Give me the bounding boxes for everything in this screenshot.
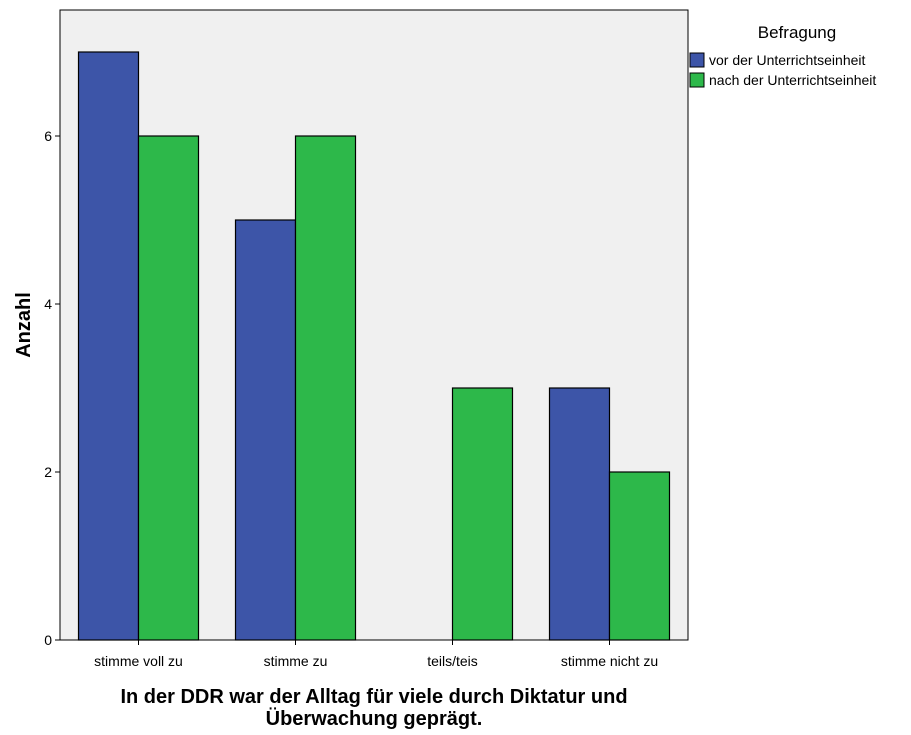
legend-label-nach: nach der Unterrichtseinheit: [709, 72, 876, 88]
legend-label-vor: vor der Unterrichtseinheit: [709, 52, 866, 68]
y-tick-label-3: 6: [44, 128, 52, 144]
y-tick-label-1: 2: [44, 464, 52, 480]
y-axis: 0 2 4 6: [44, 128, 60, 648]
bar-nach-3: [608, 471, 671, 641]
x-tick-label-2: teils/teis: [427, 653, 478, 669]
x-tick-label-3: stimme nicht zu: [561, 653, 658, 669]
bar-nach-1: [294, 135, 357, 641]
bar-nach-2: [451, 387, 514, 641]
x-tick-label-1: stimme zu: [264, 653, 328, 669]
legend: Befragung vor der Unterrichtseinheit nac…: [689, 23, 876, 88]
bar-vor-1: [234, 219, 297, 641]
legend-title: Befragung: [758, 23, 836, 42]
bar-vor-0: [77, 51, 140, 641]
bars-group: [77, 51, 671, 641]
x-tick-label-0: stimme voll zu: [94, 653, 183, 669]
x-axis: stimme voll zu stimme zu teils/teis stimme …: [94, 640, 658, 669]
bar-vor-3: [548, 387, 611, 641]
y-axis-title: Anzahl: [13, 292, 35, 358]
x-axis-title-line-2: Überwachung geprägt.: [266, 707, 483, 730]
x-axis-title-line-1: In der DDR war der Alltag für viele durc…: [120, 686, 627, 708]
legend-swatch-nach: [689, 72, 705, 88]
legend-swatch-vor: [689, 52, 705, 68]
y-tick-label-0: 0: [44, 632, 52, 648]
y-tick-label-2: 4: [44, 296, 52, 312]
bar-nach-0: [137, 135, 200, 641]
